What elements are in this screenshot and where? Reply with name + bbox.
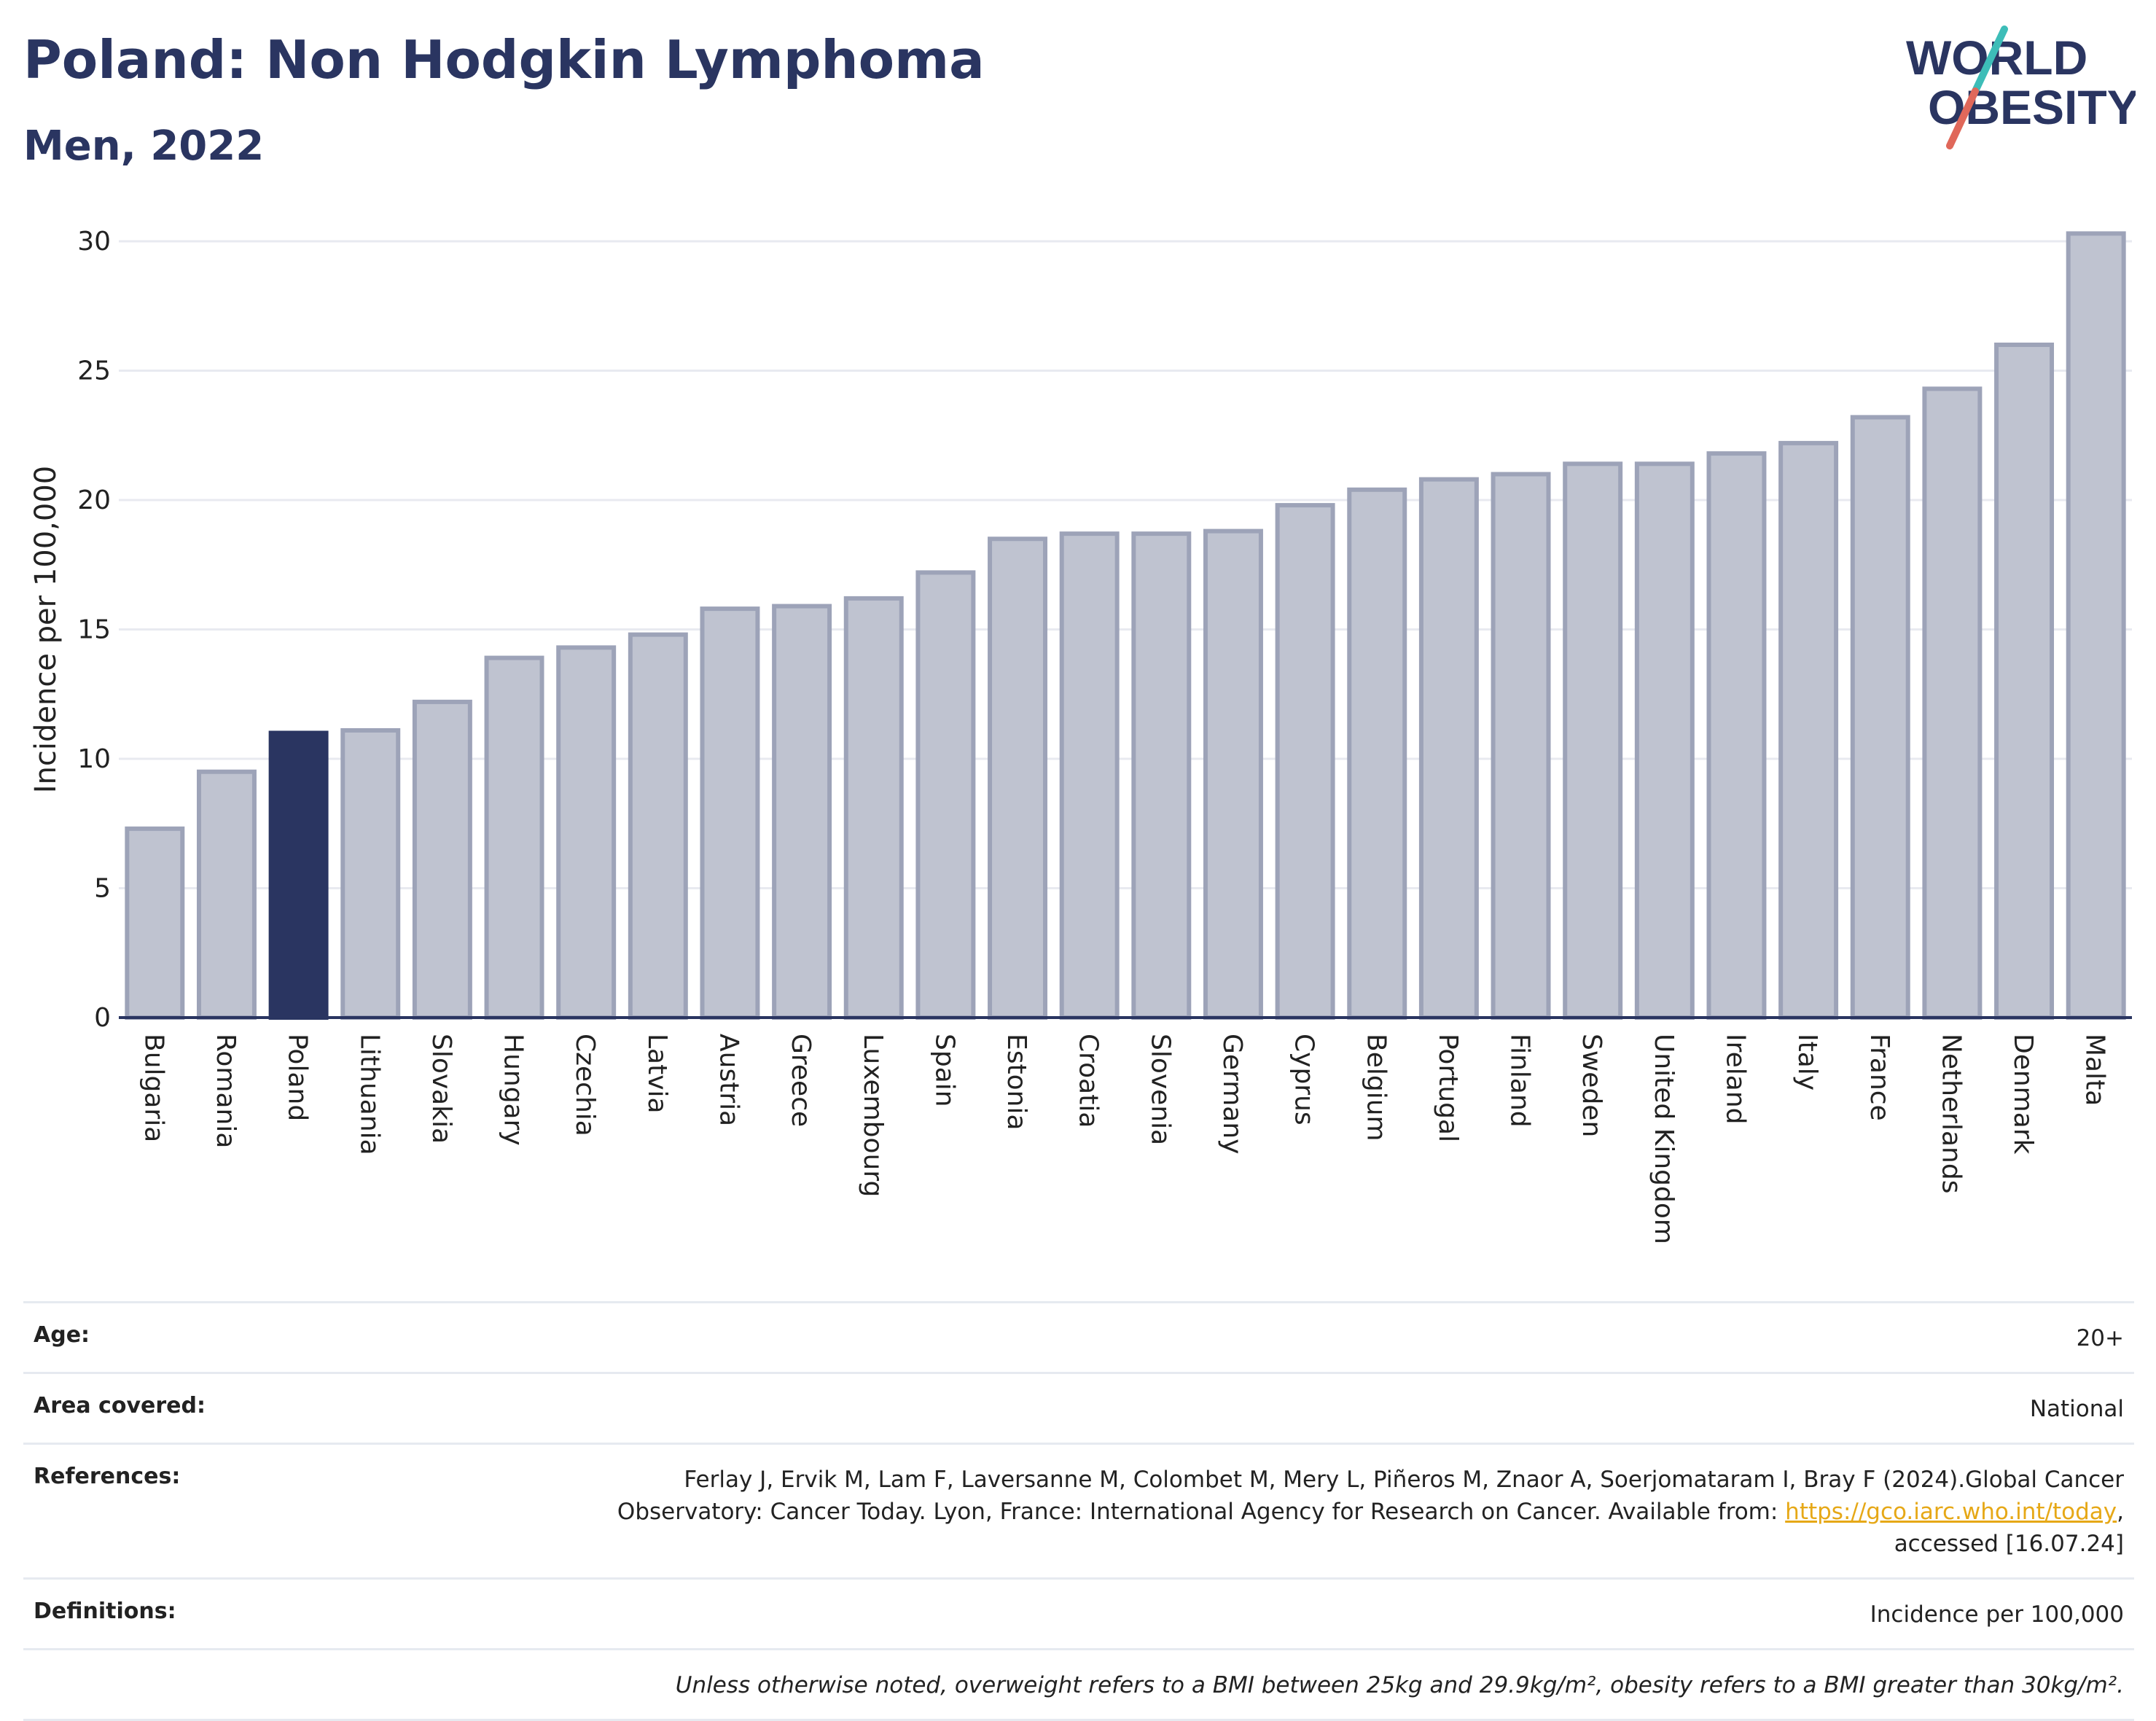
x-tick-label: Croatia — [1074, 1034, 1104, 1128]
bar — [484, 655, 544, 1020]
bar — [1994, 343, 2055, 1020]
meta-row-definitions: Definitions: Incidence per 100,000 — [23, 1577, 2134, 1648]
bar — [772, 604, 832, 1020]
references-value: Ferlay J, Ervik M, Lam F, Laversanne M, … — [617, 1464, 2124, 1560]
x-tick-label: Slovakia — [426, 1034, 456, 1144]
x-tick-label: Romania — [211, 1034, 241, 1148]
bar — [843, 596, 904, 1020]
x-tick-label: Latvia — [642, 1034, 672, 1114]
bar — [700, 606, 760, 1020]
bar — [988, 536, 1048, 1020]
bar — [915, 570, 976, 1020]
bar — [1275, 503, 1335, 1020]
x-tick-label: Estonia — [1001, 1034, 1031, 1131]
x-tick-label: Poland — [283, 1034, 313, 1121]
bar — [1922, 386, 1983, 1020]
bar-chart: 0 5 10 15 20 25 30 Incidence per 100,000 Bulgari… — [29, 227, 2132, 1244]
area-label: Area covered: — [34, 1393, 206, 1418]
logo-slash-bottom — [1946, 87, 1979, 149]
bar — [340, 727, 401, 1020]
x-tick-label: Austria — [714, 1034, 743, 1126]
x-tick-label: Hungary — [499, 1034, 528, 1146]
x-tick-label: France — [1864, 1034, 1894, 1121]
x-tick-label: Netherlands — [1936, 1034, 1966, 1193]
bar — [556, 645, 617, 1020]
age-label: Age: — [34, 1322, 90, 1348]
references-line-3: accessed [16.07.24] — [1894, 1531, 2124, 1557]
bar — [1347, 487, 1407, 1020]
bar — [1418, 477, 1479, 1020]
x-tick-label: Italy — [1792, 1034, 1822, 1090]
x-tick-label: Czechia — [570, 1034, 600, 1136]
bar — [125, 826, 185, 1020]
chart-subtitle: Men, 2022 — [23, 122, 265, 170]
chart-title: Poland: Non Hodgkin Lymphoma — [23, 29, 985, 90]
bar — [1778, 440, 1839, 1020]
x-tick-label: Malta — [2080, 1034, 2110, 1106]
y-tick-label: 5 — [94, 874, 111, 904]
x-tick-label: United Kingdom — [1649, 1034, 1679, 1244]
references-link[interactable]: https://gco.iarc.who.int/today — [1785, 1499, 2117, 1525]
x-tick-label: Lithuania — [354, 1034, 384, 1155]
y-tick-label: 30 — [77, 227, 111, 257]
meta-row-area: Area covered: National — [23, 1372, 2134, 1443]
world-obesity-logo: WORLD OBESITY — [1906, 26, 2136, 149]
x-tick-label: Belgium — [1361, 1034, 1391, 1142]
bar — [2066, 231, 2126, 1020]
bar — [1203, 528, 1263, 1020]
bar — [268, 730, 329, 1020]
y-tick-label: 25 — [77, 356, 111, 386]
y-tick-label: 10 — [77, 744, 111, 774]
x-tick-label: Slovenia — [1145, 1034, 1175, 1145]
references-line-1: Ferlay J, Ervik M, Lam F, Laversanne M, … — [684, 1467, 2124, 1493]
bar — [196, 769, 257, 1020]
age-value: 20+ — [2076, 1325, 2124, 1351]
references-line-2-end: , — [2117, 1499, 2124, 1525]
bar — [1059, 531, 1120, 1020]
x-tick-label: Sweden — [1577, 1034, 1606, 1137]
definitions-value: Incidence per 100,000 — [1870, 1601, 2124, 1628]
area-value: National — [2029, 1396, 2124, 1422]
y-tick-label: 20 — [77, 485, 111, 515]
y-axis-label: Incidence per 100,000 — [29, 466, 63, 794]
references-line-2: Observatory: Cancer Today. Lyon, France:… — [617, 1499, 1786, 1525]
bar — [1131, 531, 1192, 1020]
y-tick-label: 0 — [94, 1003, 111, 1033]
metadata-table: Age: 20+ Area covered: National Referenc… — [23, 1301, 2134, 1721]
x-tick-label: Cyprus — [1289, 1034, 1319, 1125]
y-tick-label: 15 — [77, 615, 111, 645]
meta-row-note: Unless otherwise noted, overweight refer… — [23, 1648, 2134, 1721]
x-tick-label: Greece — [786, 1034, 816, 1127]
x-tick-label: Portugal — [1433, 1034, 1463, 1142]
bar — [1634, 461, 1695, 1020]
x-tick-label: Germany — [1217, 1034, 1247, 1154]
definitions-label: Definitions: — [34, 1599, 176, 1624]
x-tick-label: Denmark — [2008, 1034, 2038, 1155]
logo-slash-top — [1972, 26, 2008, 95]
x-tick-label: Spain — [929, 1034, 959, 1107]
meta-row-references: References: Ferlay J, Ervik M, Lam F, La… — [23, 1443, 2134, 1577]
bmi-note: Unless otherwise noted, overweight refer… — [675, 1672, 2124, 1698]
x-tick-label: Luxembourg — [858, 1034, 888, 1197]
references-label: References: — [34, 1464, 181, 1489]
bar — [412, 699, 472, 1020]
bar — [1706, 451, 1767, 1020]
x-tick-label: Bulgaria — [138, 1034, 168, 1142]
x-tick-label: Finland — [1505, 1034, 1535, 1128]
bar — [1491, 472, 1551, 1020]
meta-row-age: Age: 20+ — [23, 1301, 2134, 1372]
bar — [1563, 461, 1623, 1020]
bar — [628, 632, 688, 1020]
bar — [1850, 415, 1910, 1020]
x-tick-label: Ireland — [1720, 1034, 1750, 1125]
